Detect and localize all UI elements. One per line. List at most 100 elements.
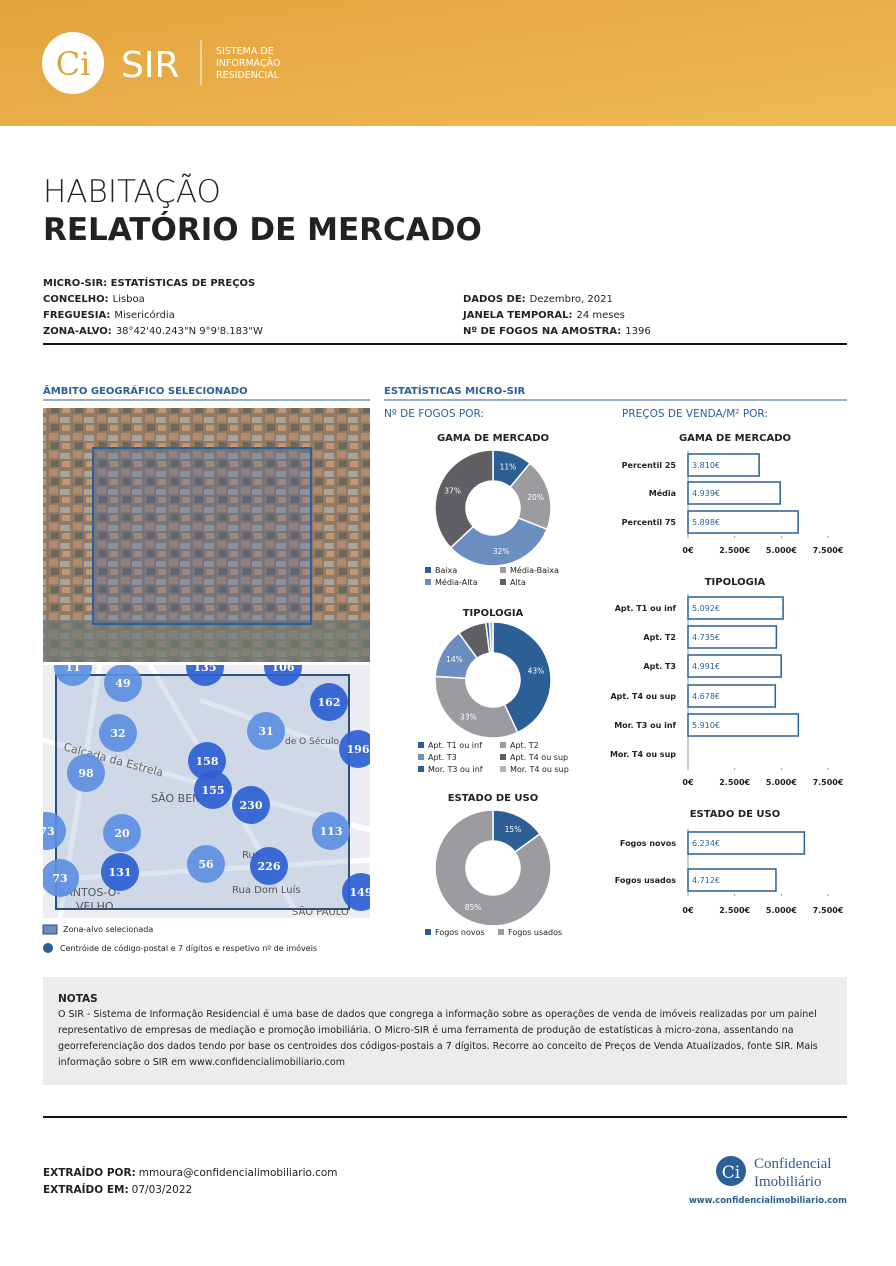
logo: Ci [56,45,91,83]
cluster [99,714,137,752]
value: 1396 [625,326,650,337]
cluster [101,853,139,891]
data-label: 15% [505,825,522,834]
legend-text: Média-Alta [435,577,478,587]
cluster-label: 226 [258,860,281,873]
data-label: 5.092€ [692,604,720,613]
cluster-label: 162 [318,696,341,709]
cluster [342,873,370,911]
bar [687,481,781,505]
target-zone [92,447,312,625]
y-tick-label: Apt. T4 ou sup [610,692,676,701]
legend-text: Apt. T4 ou sup [510,753,568,762]
bar [687,654,782,678]
cluster-label: 158 [196,755,219,768]
legend-text: Baixa [435,566,457,575]
y-tick-label: Média [649,488,676,498]
legend-swatch [500,766,506,772]
cluster [310,683,348,721]
cluster [43,812,66,850]
data-label: 11% [500,463,517,472]
legend-swatch [500,579,506,585]
value: 24 meses [577,310,625,321]
street-label: SÃO BEN [151,792,200,805]
bar [687,596,784,620]
y-tick-label: Percentil 75 [622,518,677,527]
label: CONCELHO: [43,294,109,305]
data-label: 43% [528,666,545,675]
data-label: 4.939€ [692,489,720,498]
section-title: ÂMBITO GEOGRÁFICO SELECIONADO [43,384,248,397]
x-tick-label: 2.500€ [719,906,750,915]
cluster [250,847,288,885]
legend-swatch [42,924,58,935]
cluster-label: 31 [258,725,273,738]
tagline: RESIDENCIAL [216,70,280,81]
chart-title: GAMA DE MERCADO [679,433,791,444]
data-label: 4.735€ [692,633,720,642]
data-label: 4.678€ [692,692,720,701]
info-field: DADOS DE: Dezembro, 2021 [463,294,613,305]
cluster-label: 56 [198,858,214,871]
x-tick-label: 0€ [682,546,694,555]
cluster-label: 131 [109,866,132,879]
subsection: PREÇOS DE VENDA/M² POR: [622,408,768,420]
legend-swatch [500,742,506,748]
cluster-label: 98 [78,767,94,780]
title: RELATÓRIO DE MERCADO [43,211,482,248]
label: EXTRAÍDO EM: [43,1183,129,1196]
footer-brand: Confidencial [754,1156,831,1172]
street-label: VELHO [76,900,114,913]
y-tick-label: Mor. T3 ou inf [614,721,676,730]
legend-text: Mor. T4 ou sup [510,765,569,774]
info-field: Nº DE FOGOS NA AMOSTRA: 1396 [463,326,651,337]
cluster [67,754,105,792]
x-tick-label: 7.500€ [813,778,844,787]
x-tick-label: 7.500€ [813,906,844,915]
x-tick-label: 5.000€ [766,778,797,787]
street-map: Calçada da Estrela SÃO BEN SANTOS-O- VEL… [39,661,370,918]
cluster [104,665,142,702]
cluster [186,665,224,686]
street-label: de O Século [285,736,339,747]
label: JANELA TEMPORAL: [462,310,573,321]
data-label: 5.910€ [692,721,720,730]
cluster-label: 113 [320,825,343,838]
legend-swatch [498,929,504,935]
data-label: 6.234€ [692,839,720,848]
notes-text: O SIR - Sistema de Informação Residencia… [58,1009,818,1068]
cluster-label: 73 [52,872,67,885]
rule [43,343,847,345]
legend-swatch [500,567,506,573]
legend-swatch [425,579,431,585]
subsection: Nº DE FOGOS POR: [384,408,484,420]
chart-title: ESTADO DE USO [690,809,781,820]
donut-segment [434,675,519,739]
cluster-label: 135 [194,661,217,674]
data-label: 5.898€ [692,518,720,527]
cluster-label: 73 [39,825,54,838]
x-tick-label: 5.000€ [766,546,797,555]
data-label: 33% [460,712,477,721]
label: FREGUESIA: [43,310,110,321]
label: Nº DE FOGOS NA AMOSTRA: [463,326,621,337]
donut-segment [434,449,494,549]
cluster-label: 196 [347,743,370,756]
data-label: 32% [493,547,510,556]
tagline: SISTEMA DE [216,46,274,57]
rule [43,1116,847,1118]
value: 38°42'40.243"N 9°9'8.183"W [116,326,263,337]
cluster [247,712,285,750]
label: ZONA-ALVO: [43,326,112,337]
legend-swatch [500,754,506,760]
cluster-label: 32 [110,727,125,740]
section-title: ESTATÍSTICAS MICRO-SIR [384,384,526,397]
cluster [312,812,350,850]
info-field: FREGUESIA: Misericórdia [43,309,175,321]
y-tick-label: Percentil 25 [622,461,677,470]
y-tick-label: Fogos novos [620,839,676,848]
cluster [43,859,79,897]
footer-logo-text: Ci [722,1163,741,1183]
legend-text: Apt. T1 ou inf [428,741,482,750]
